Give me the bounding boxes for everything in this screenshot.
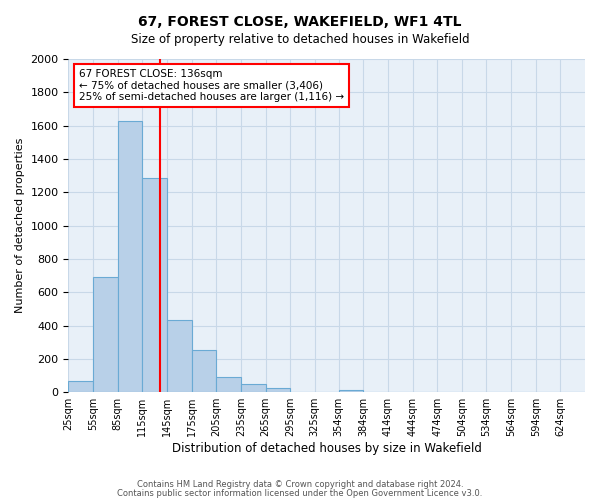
Text: Size of property relative to detached houses in Wakefield: Size of property relative to detached ho… xyxy=(131,32,469,46)
Bar xyxy=(266,388,290,392)
Bar xyxy=(191,350,216,392)
Bar xyxy=(93,278,118,392)
Bar xyxy=(216,377,241,392)
Text: Contains public sector information licensed under the Open Government Licence v3: Contains public sector information licen… xyxy=(118,488,482,498)
Bar xyxy=(241,384,266,392)
Bar xyxy=(167,320,191,392)
Text: 67 FOREST CLOSE: 136sqm
← 75% of detached houses are smaller (3,406)
25% of semi: 67 FOREST CLOSE: 136sqm ← 75% of detache… xyxy=(79,69,344,102)
Bar xyxy=(68,382,93,392)
Bar xyxy=(118,120,142,392)
Text: 67, FOREST CLOSE, WAKEFIELD, WF1 4TL: 67, FOREST CLOSE, WAKEFIELD, WF1 4TL xyxy=(138,15,462,29)
X-axis label: Distribution of detached houses by size in Wakefield: Distribution of detached houses by size … xyxy=(172,442,482,455)
Bar xyxy=(142,178,167,392)
Text: Contains HM Land Registry data © Crown copyright and database right 2024.: Contains HM Land Registry data © Crown c… xyxy=(137,480,463,489)
Y-axis label: Number of detached properties: Number of detached properties xyxy=(15,138,25,314)
Bar xyxy=(338,390,363,392)
